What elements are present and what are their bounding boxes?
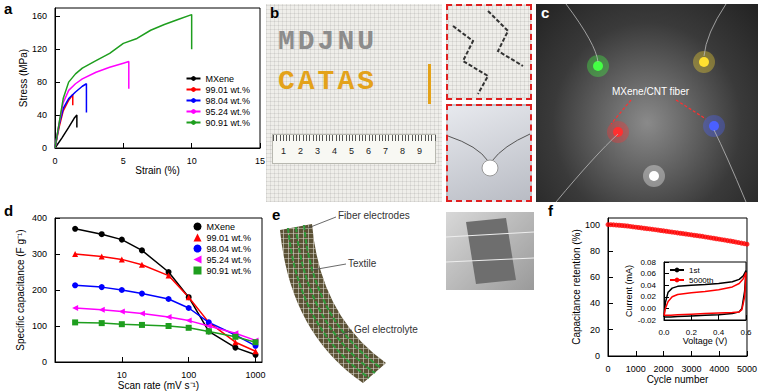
svg-text:1st: 1st <box>689 266 700 275</box>
html-text:6: 6 <box>366 146 371 156</box>
svg-text:0: 0 <box>42 357 47 367</box>
html-text:3: 3 <box>315 146 320 156</box>
html-text:f: f <box>548 202 553 219</box>
svg-text:0.2: 0.2 <box>686 328 698 337</box>
svg-text:15: 15 <box>255 156 265 166</box>
svg-text:100: 100 <box>32 321 47 331</box>
svg-text:0.08: 0.08 <box>640 258 656 267</box>
svg-text:100: 100 <box>585 220 600 230</box>
html-text:5: 5 <box>349 146 354 156</box>
html-text:e: e <box>272 206 281 223</box>
svg-text:0.04: 0.04 <box>640 281 656 290</box>
html-text:4: 4 <box>332 146 337 156</box>
svg-text:120: 120 <box>32 44 47 54</box>
html-text:Textile: Textile <box>348 258 377 269</box>
svg-text:Scan rate (mV s⁻¹): Scan rate (mV s⁻¹) <box>118 380 199 391</box>
svg-text:MXene: MXene <box>207 222 236 232</box>
svg-text:0.00: 0.00 <box>640 304 656 313</box>
svg-text:99.01 wt.%: 99.01 wt.% <box>207 233 252 243</box>
svg-text:5: 5 <box>121 156 126 166</box>
html-text:c: c <box>541 4 550 21</box>
svg-text:0: 0 <box>52 156 57 166</box>
svg-text:60: 60 <box>590 272 600 282</box>
svg-text:20: 20 <box>590 325 600 335</box>
svg-text:2000: 2000 <box>654 364 674 374</box>
html-text:Fiber electrodes: Fiber electrodes <box>338 210 410 221</box>
svg-text:80: 80 <box>590 246 600 256</box>
html-text:7: 7 <box>383 146 388 156</box>
svg-text:0.0: 0.0 <box>658 328 670 337</box>
svg-text:4000: 4000 <box>709 364 729 374</box>
svg-text:200: 200 <box>32 285 47 295</box>
svg-text:40: 40 <box>590 298 600 308</box>
html-text:9: 9 <box>417 146 422 156</box>
html-text:2: 2 <box>298 146 303 156</box>
svg-text:0.6: 0.6 <box>740 328 752 337</box>
html-text:1: 1 <box>281 146 286 156</box>
svg-text:95.24 wt.%: 95.24 wt.% <box>206 107 251 117</box>
html-text:MDJNU: MDJNU <box>278 26 377 57</box>
html-text:a: a <box>4 0 13 17</box>
svg-text:1000: 1000 <box>626 364 646 374</box>
svg-text:Strain (%): Strain (%) <box>135 165 179 176</box>
svg-text:90.91 wt.%: 90.91 wt.% <box>206 118 251 128</box>
svg-text:1000: 1000 <box>246 370 266 380</box>
svg-text:Specific capacitance (F g⁻¹): Specific capacitance (F g⁻¹) <box>15 229 26 350</box>
svg-text:98.04 wt.%: 98.04 wt.% <box>207 244 252 254</box>
svg-text:0.02: 0.02 <box>640 292 656 301</box>
svg-text:Stress (MPa): Stress (MPa) <box>18 49 29 107</box>
svg-text:90.91 wt.%: 90.91 wt.% <box>207 266 252 276</box>
svg-text:5000: 5000 <box>737 364 757 374</box>
html-text:8: 8 <box>400 146 405 156</box>
svg-text:98.04 wt.%: 98.04 wt.% <box>206 96 251 106</box>
svg-text:Voltage (V): Voltage (V) <box>683 336 728 346</box>
svg-text:160: 160 <box>32 11 47 21</box>
svg-text:0: 0 <box>595 351 600 361</box>
svg-text:0: 0 <box>42 143 47 153</box>
html-text:MXene/CNT fiber: MXene/CNT fiber <box>612 86 690 97</box>
svg-text:3000: 3000 <box>681 364 701 374</box>
svg-text:0.4: 0.4 <box>713 328 725 337</box>
svg-text:0.06: 0.06 <box>640 269 656 278</box>
html-text:d: d <box>4 202 14 219</box>
html-text:Gel electrolyte: Gel electrolyte <box>354 324 418 335</box>
html-text:b: b <box>270 4 280 21</box>
html-text:CATAS: CATAS <box>278 66 377 97</box>
svg-text:10: 10 <box>187 156 197 166</box>
svg-text:Capacitance retention (%): Capacitance retention (%) <box>571 229 582 345</box>
svg-text:300: 300 <box>32 249 47 259</box>
svg-text:95.24 wt.%: 95.24 wt.% <box>207 255 252 265</box>
svg-text:100: 100 <box>181 370 196 380</box>
svg-text:Cycle number: Cycle number <box>647 374 709 385</box>
svg-text:10: 10 <box>117 370 127 380</box>
svg-text:80: 80 <box>37 77 47 87</box>
svg-text:99.01 wt.%: 99.01 wt.% <box>206 85 251 95</box>
svg-text:40: 40 <box>37 110 47 120</box>
svg-text:-0.02: -0.02 <box>638 316 657 325</box>
svg-text:0: 0 <box>605 364 610 374</box>
svg-text:5000th: 5000th <box>689 276 713 285</box>
svg-text:400: 400 <box>32 213 47 223</box>
svg-text:Current (mA): Current (mA) <box>624 265 634 317</box>
svg-text:MXene: MXene <box>206 74 235 84</box>
